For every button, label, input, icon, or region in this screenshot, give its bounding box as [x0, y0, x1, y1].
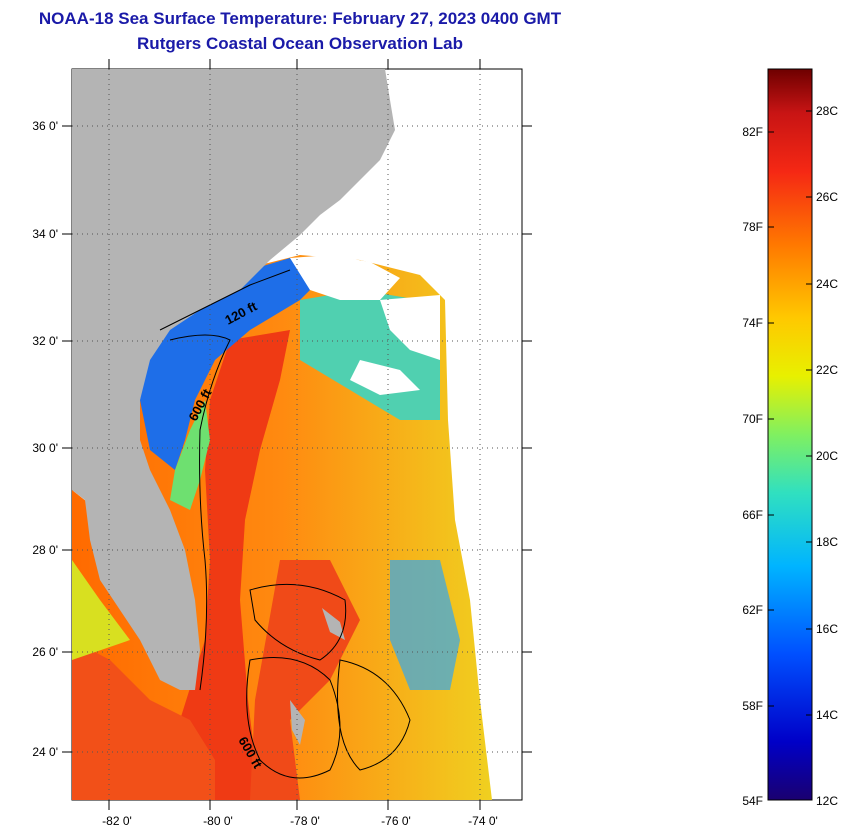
colorbar-c-label: 28C — [816, 104, 838, 118]
lat-label: 28 0' — [32, 543, 58, 557]
graticule — [72, 69, 522, 800]
lon-label: -74 0' — [468, 814, 498, 828]
contour-600ft — [169, 334, 231, 691]
colorbar-f-label: 78F — [742, 220, 763, 234]
lon-label: -76 0' — [381, 814, 411, 828]
colorbar-c-label: 14C — [816, 708, 838, 722]
colorbar-c-label: 24C — [816, 277, 838, 291]
colorbar-c-label: 12C — [816, 794, 838, 808]
land-mass — [72, 69, 395, 690]
map-imagery — [72, 69, 492, 800]
axis-ticks — [62, 59, 532, 810]
colorbar-c-label: 22C — [816, 363, 838, 377]
cloud-patch — [290, 255, 400, 300]
cloud-patch-east — [380, 295, 440, 360]
gulf-warm-area — [72, 640, 215, 800]
lat-label: 34 0' — [32, 227, 58, 241]
lon-label: -80 0' — [203, 814, 233, 828]
map-subtitle: Rutgers Coastal Ocean Observation Lab — [137, 34, 463, 53]
colorbar-f-ticks — [768, 131, 774, 707]
colorbar-c-label: 26C — [816, 190, 838, 204]
lat-label: 26 0' — [32, 645, 58, 659]
gulf-cool-strip — [72, 560, 130, 660]
colorbar-f-label: 82F — [742, 125, 763, 139]
colorbar-f-label: 70F — [742, 412, 763, 426]
colorbar-c-label: 20C — [816, 449, 838, 463]
island — [290, 700, 305, 745]
colorbar-c-ticks — [806, 110, 812, 716]
lon-label: -78 0' — [290, 814, 320, 828]
colorbar-c-label: 18C — [816, 535, 838, 549]
bahamas-bank-contour-south — [246, 657, 341, 779]
colorbar-f-label: 66F — [742, 508, 763, 522]
colorbar-c-label: 16C — [816, 622, 838, 636]
gulf-stream-band — [150, 330, 290, 800]
lat-label: 32 0' — [32, 334, 58, 348]
lat-label: 24 0' — [32, 745, 58, 759]
bahamas-bank-contour — [249, 583, 347, 661]
colorbar-f-label: 62F — [742, 603, 763, 617]
lon-label: -82 0' — [102, 814, 132, 828]
island — [322, 608, 345, 640]
lat-label: 36 0' — [32, 119, 58, 133]
lat-label: 30 0' — [32, 441, 58, 455]
bahamas-cool-patch — [390, 560, 460, 690]
contour-120ft — [159, 269, 291, 331]
colorbar-f-label: 74F — [742, 316, 763, 330]
colorbar-f-label: 58F — [742, 699, 763, 713]
colorbar-f-label: 54F — [742, 794, 763, 808]
cloud-streak — [350, 360, 420, 395]
temperature-colorbar — [767, 68, 813, 801]
map-title: NOAA-18 Sea Surface Temperature: Februar… — [38, 9, 562, 28]
